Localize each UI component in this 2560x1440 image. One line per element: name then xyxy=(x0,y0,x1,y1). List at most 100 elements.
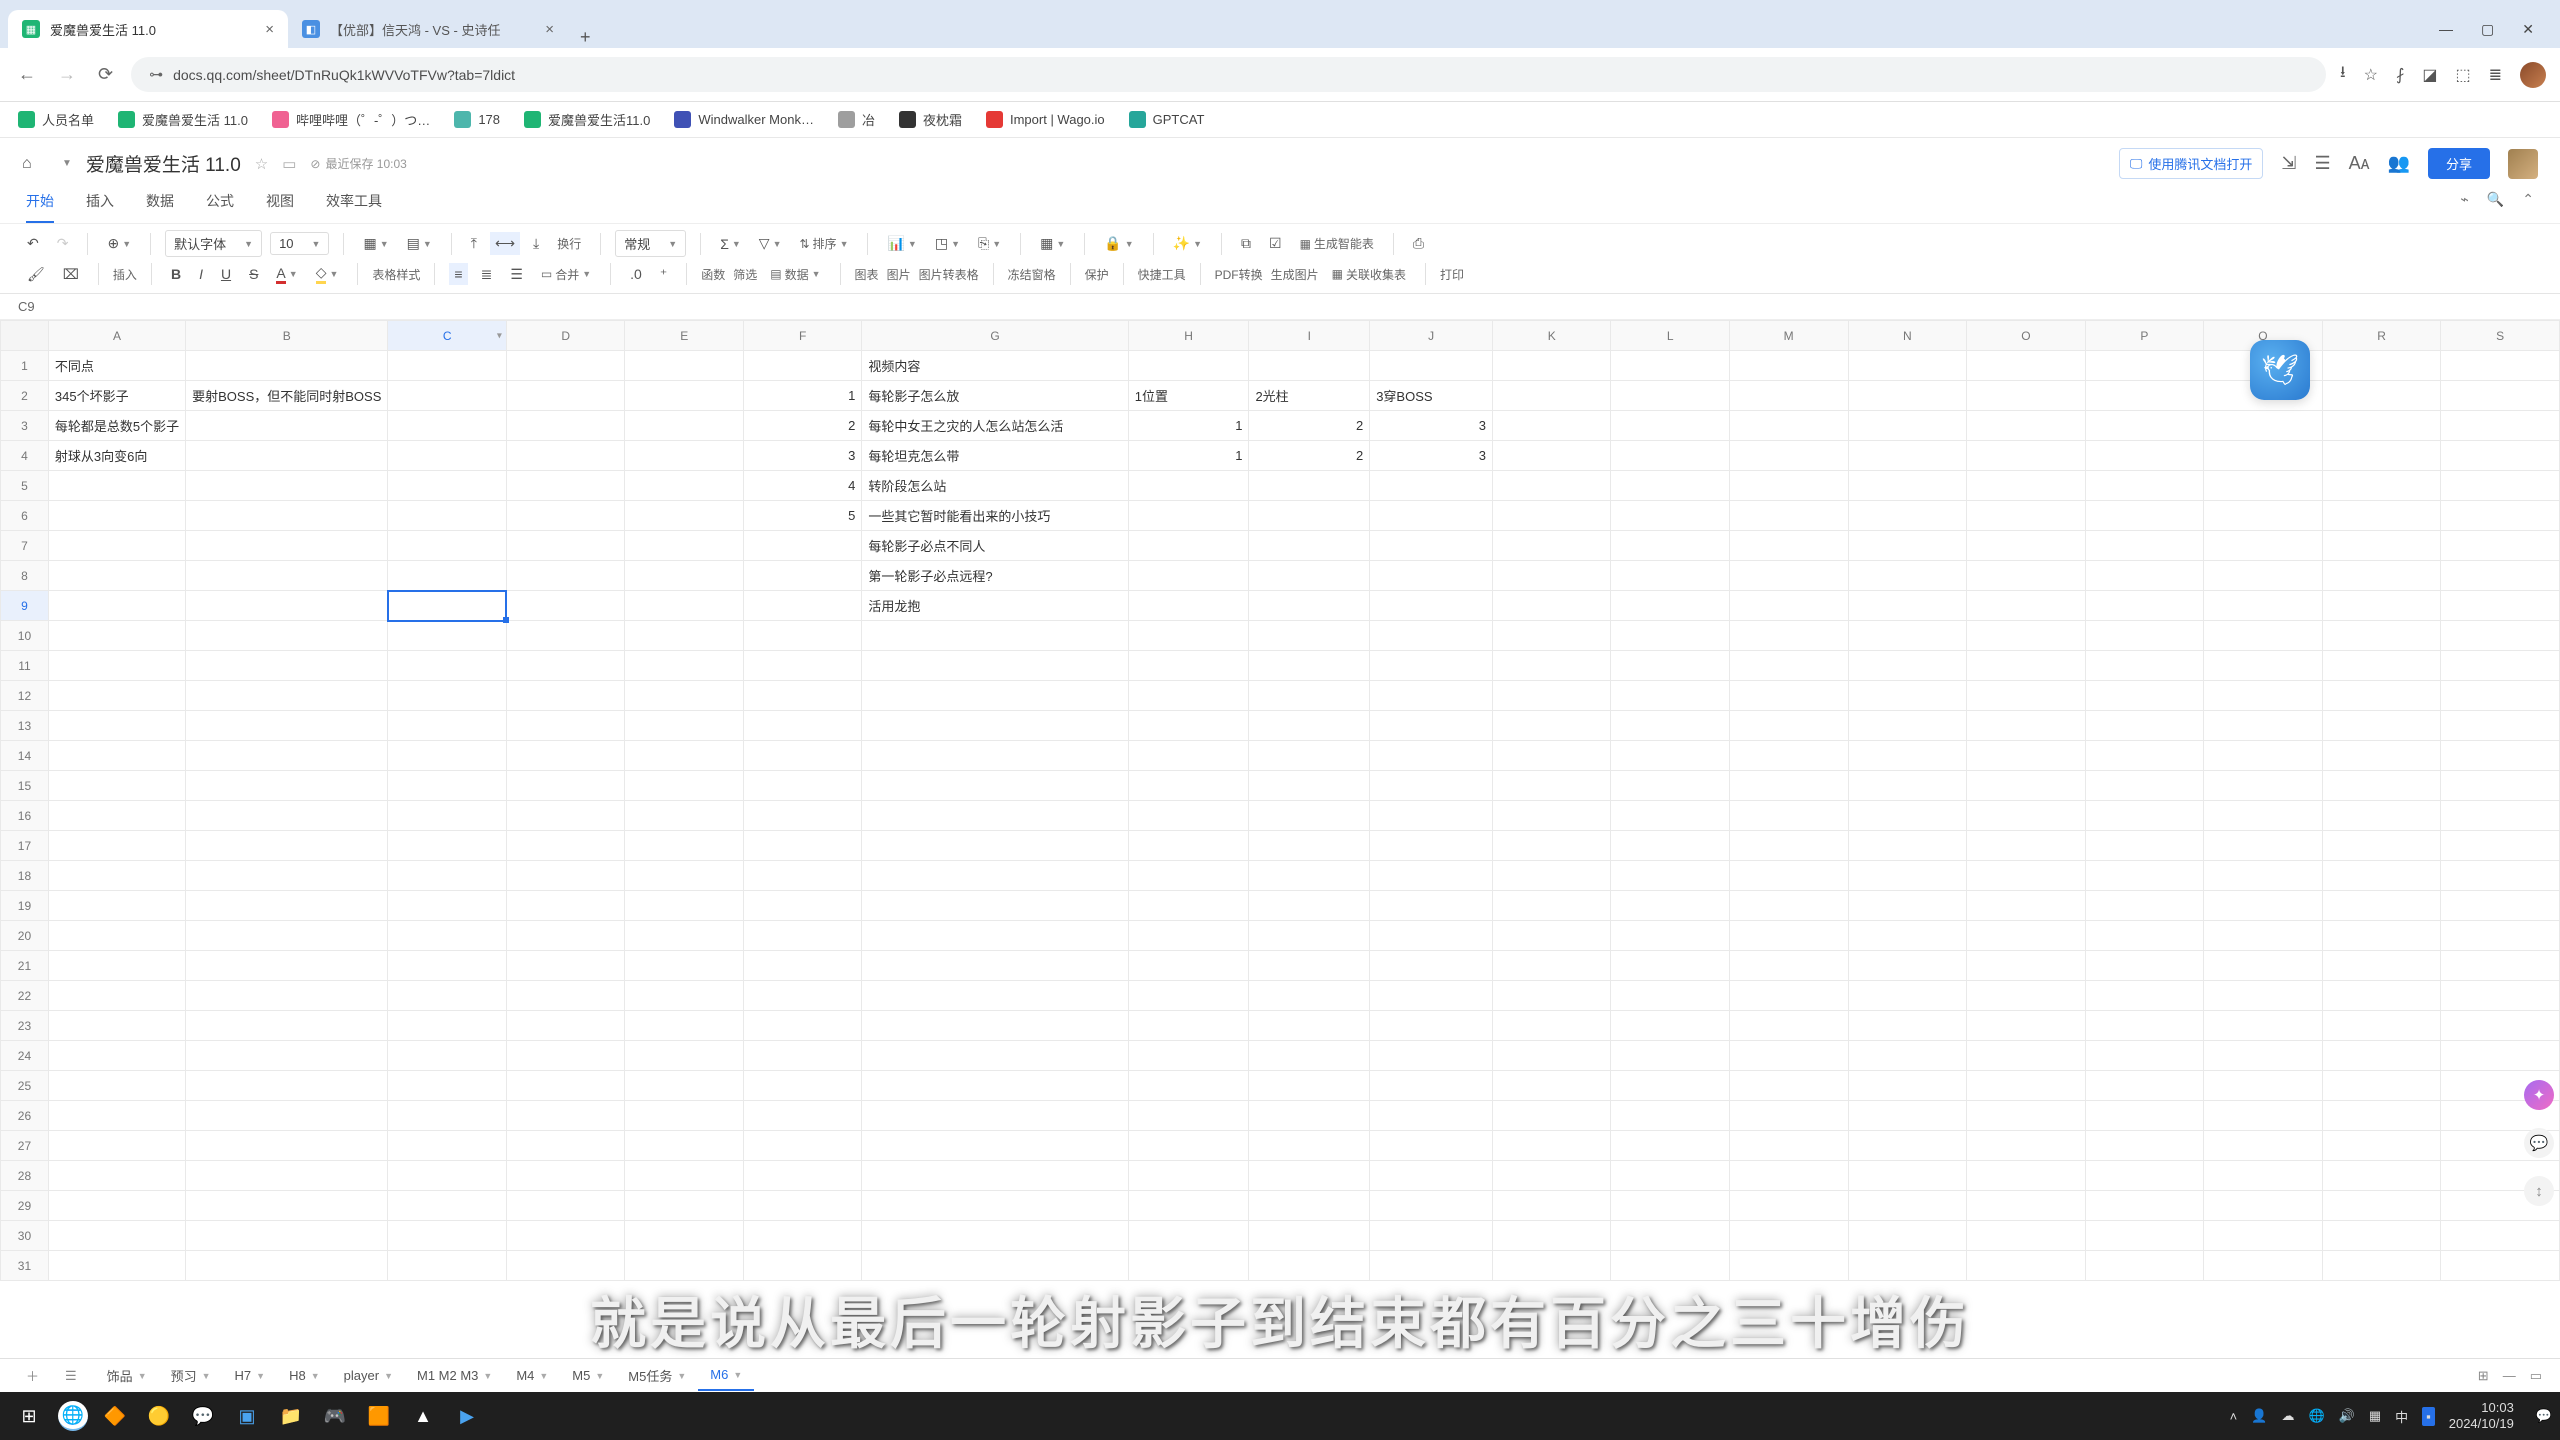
cell[interactable] xyxy=(2441,981,2560,1011)
cell[interactable] xyxy=(2204,531,2323,561)
cell[interactable] xyxy=(2204,1011,2323,1041)
table-style-label[interactable]: 表格样式 xyxy=(372,266,420,283)
cell[interactable] xyxy=(1492,921,1611,951)
doc-title[interactable]: 爱魔兽爱生活 11.0 xyxy=(86,150,241,177)
cell[interactable] xyxy=(743,1221,861,1251)
column-header[interactable]: J xyxy=(1370,321,1493,351)
user-avatar[interactable] xyxy=(2508,149,2538,179)
cell[interactable] xyxy=(1967,1041,2086,1071)
cell[interactable] xyxy=(388,441,507,471)
cell[interactable] xyxy=(1370,951,1493,981)
cell[interactable] xyxy=(1249,531,1370,561)
cell[interactable] xyxy=(1729,681,1848,711)
cell[interactable] xyxy=(743,651,861,681)
cell[interactable] xyxy=(48,1041,185,1071)
cell[interactable] xyxy=(2322,411,2441,441)
cell[interactable] xyxy=(1128,621,1249,651)
cell[interactable] xyxy=(186,1041,388,1071)
cell[interactable] xyxy=(1848,1041,1967,1071)
cell[interactable] xyxy=(1848,741,1967,771)
cell[interactable] xyxy=(388,591,507,621)
cell[interactable] xyxy=(1967,831,2086,861)
cell[interactable] xyxy=(2204,771,2323,801)
wow-icon[interactable]: 🎮 xyxy=(314,1395,356,1437)
cell[interactable] xyxy=(1128,501,1249,531)
cell[interactable] xyxy=(2322,651,2441,681)
cell[interactable] xyxy=(625,831,744,861)
row-header[interactable]: 15 xyxy=(1,771,49,801)
cell[interactable] xyxy=(1370,711,1493,741)
url-input[interactable]: ⊶ docs.qq.com/sheet/DTnRuQk1kWVVoTFVw?ta… xyxy=(131,57,2326,92)
cell[interactable]: 1 xyxy=(743,381,861,411)
menu-item[interactable]: 效率工具 xyxy=(326,191,382,223)
decimal-button[interactable]: .0 xyxy=(625,263,647,285)
bookmark-item[interactable]: Windwalker Monk… xyxy=(674,111,814,128)
cell[interactable]: 一些其它暂时能看出来的小技巧 xyxy=(862,501,1128,531)
cell[interactable] xyxy=(506,1101,625,1131)
cell[interactable] xyxy=(1128,711,1249,741)
cell[interactable] xyxy=(1848,531,1967,561)
cell[interactable] xyxy=(186,531,388,561)
cell[interactable]: 每轮影子必点不同人 xyxy=(862,531,1128,561)
column-header[interactable]: P xyxy=(2085,321,2204,351)
cell[interactable] xyxy=(2322,1131,2441,1161)
cell[interactable] xyxy=(388,531,507,561)
cell[interactable] xyxy=(1611,591,1729,621)
cell[interactable] xyxy=(2085,1251,2204,1281)
cell[interactable] xyxy=(506,921,625,951)
cell[interactable] xyxy=(743,681,861,711)
cell[interactable] xyxy=(388,1071,507,1101)
cell[interactable] xyxy=(506,1191,625,1221)
cell[interactable] xyxy=(2085,621,2204,651)
cell[interactable] xyxy=(2441,441,2560,471)
cell[interactable] xyxy=(2322,591,2441,621)
cell[interactable] xyxy=(1249,1191,1370,1221)
chevron-down-icon[interactable]: ▼ xyxy=(202,1371,211,1381)
people-icon[interactable]: 👥 xyxy=(2388,153,2410,174)
cell[interactable]: 每轮中女王之灾的人怎么站怎么活 xyxy=(862,411,1128,441)
cell[interactable] xyxy=(1611,921,1729,951)
cell[interactable] xyxy=(186,1221,388,1251)
row-header[interactable]: 5 xyxy=(1,471,49,501)
cell[interactable] xyxy=(1848,351,1967,381)
cell[interactable] xyxy=(506,351,625,381)
cell[interactable] xyxy=(743,801,861,831)
ai-icon[interactable]: ✦ xyxy=(2524,1080,2554,1110)
valign-bot-button[interactable]: ⤓ xyxy=(528,232,544,255)
cell[interactable]: 每轮都是总数5个影子 xyxy=(48,411,185,441)
sheet-tab[interactable]: M6▼ xyxy=(698,1360,754,1391)
cell[interactable] xyxy=(1128,891,1249,921)
cell[interactable] xyxy=(1729,741,1848,771)
sum-button[interactable]: Σ▼ xyxy=(715,233,746,255)
row-header[interactable]: 6 xyxy=(1,501,49,531)
cell[interactable] xyxy=(1848,1131,1967,1161)
row-header[interactable]: 31 xyxy=(1,1251,49,1281)
cell[interactable] xyxy=(1967,381,2086,411)
cell[interactable] xyxy=(2322,891,2441,921)
align-right-button[interactable]: ☰ xyxy=(505,263,528,286)
cell[interactable] xyxy=(2441,921,2560,951)
cell[interactable] xyxy=(186,711,388,741)
cell[interactable] xyxy=(1848,981,1967,1011)
cell[interactable] xyxy=(48,1221,185,1251)
cell[interactable] xyxy=(48,711,185,741)
cell[interactable] xyxy=(625,411,744,441)
row-header[interactable]: 11 xyxy=(1,651,49,681)
freeze-label[interactable]: 冻结窗格 xyxy=(1008,266,1056,283)
cell[interactable] xyxy=(2322,1071,2441,1101)
cell[interactable] xyxy=(506,621,625,651)
cell[interactable] xyxy=(186,1101,388,1131)
cell[interactable] xyxy=(2085,831,2204,861)
cell[interactable] xyxy=(862,1101,1128,1131)
cell[interactable] xyxy=(743,1131,861,1161)
cell[interactable] xyxy=(1967,891,2086,921)
cell[interactable] xyxy=(1370,1041,1493,1071)
cell[interactable] xyxy=(48,951,185,981)
cell[interactable] xyxy=(2085,501,2204,531)
cell[interactable] xyxy=(743,1191,861,1221)
cell[interactable] xyxy=(506,411,625,441)
menu-item[interactable]: 公式 xyxy=(206,191,234,223)
sheet-tab[interactable]: 预习▼ xyxy=(159,1360,223,1391)
cell[interactable] xyxy=(388,861,507,891)
cell-reference[interactable]: C9 xyxy=(0,294,2560,320)
